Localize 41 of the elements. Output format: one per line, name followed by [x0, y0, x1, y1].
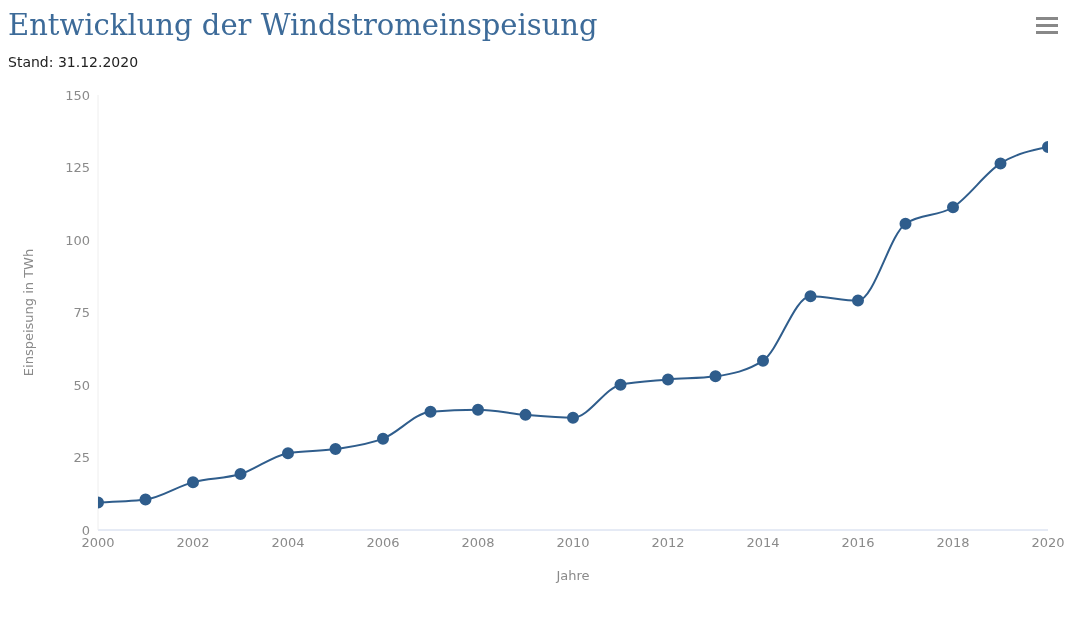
y-tick-label: 125 — [65, 160, 90, 176]
point — [852, 294, 864, 307]
point — [947, 201, 959, 214]
x-tick-label: 2000 — [81, 535, 115, 551]
x-tick-label: 2004 — [271, 535, 305, 551]
x-tick-label: 2002 — [176, 535, 210, 551]
x-tick-label: 2014 — [746, 535, 780, 551]
point — [709, 370, 722, 383]
y-tick-label: 50 — [73, 377, 90, 393]
x-tick-label: 2020 — [1031, 535, 1065, 551]
point — [472, 403, 484, 416]
y-axis-title: Einspeisung in TWh — [20, 248, 36, 377]
y-tick-label: 25 — [73, 450, 90, 466]
point — [424, 405, 437, 418]
point — [377, 432, 389, 445]
point — [519, 408, 532, 421]
x-tick-label: 2006 — [366, 535, 400, 551]
point — [994, 157, 1007, 170]
point — [804, 290, 817, 303]
chart-subtitle: Stand: 31.12.2020 — [8, 54, 140, 70]
point — [757, 354, 769, 367]
chart-title: Entwicklung der Windstromeinspeisung — [8, 8, 599, 42]
x-tick-label: 2016 — [841, 535, 875, 551]
x-tick-label: 2008 — [461, 535, 495, 551]
x-tick-label: 2012 — [651, 535, 685, 551]
point — [329, 443, 342, 456]
y-tick-label: 150 — [65, 87, 90, 103]
y-tick-label: 75 — [73, 305, 90, 321]
x-tick-label: 2010 — [556, 535, 590, 551]
x-axis-title: Jahre — [555, 568, 590, 583]
point — [282, 447, 294, 460]
point — [234, 468, 247, 481]
y-tick-label: 100 — [65, 232, 90, 248]
y-tick-label: 0 — [81, 522, 90, 538]
point — [614, 378, 627, 391]
point — [567, 411, 579, 424]
x-tick-label: 2018 — [936, 535, 970, 551]
point — [139, 493, 152, 506]
point — [662, 373, 674, 386]
point — [187, 476, 199, 489]
point — [899, 217, 912, 230]
